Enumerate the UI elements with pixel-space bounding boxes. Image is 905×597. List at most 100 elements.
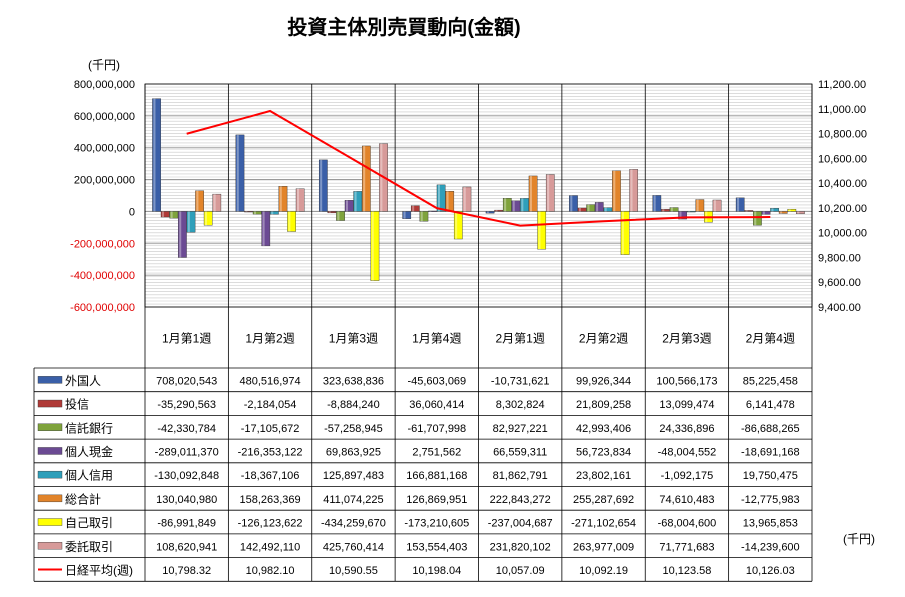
bar-委託取引-1月第4週: [462, 186, 472, 212]
bar-highlight: [254, 211, 257, 215]
data-label: 85,225,458: [743, 375, 798, 387]
data-label: 158,263,369: [239, 494, 300, 506]
data-label: -14,239,600: [741, 541, 800, 553]
data-label: -18,367,106: [241, 470, 300, 482]
bar-highlight: [529, 175, 532, 212]
bar-highlight: [429, 210, 432, 212]
bar-highlight: [320, 159, 323, 212]
data-label: -35,290,563: [157, 399, 216, 411]
bar-highlight: [670, 207, 673, 212]
right-tick-label: 11,000.00: [818, 104, 866, 116]
left-tick-label: -400,000,000: [70, 270, 135, 282]
data-label: -173,210,605: [404, 518, 469, 530]
bar-総合計-1月第1週: [195, 190, 204, 212]
bar-highlight: [653, 195, 656, 212]
bar-個人現金-1月第3週: [344, 200, 354, 212]
line-nikkei: [186, 109, 771, 227]
bar-個人現金-2月第2週: [594, 202, 604, 212]
data-label: 56,723,834: [576, 446, 631, 458]
data-label: 23,802,161: [576, 470, 631, 482]
bar-highlight: [713, 199, 716, 212]
bar-個人信用-1月第1週: [186, 211, 196, 233]
category-label: 2月第2週: [579, 332, 628, 346]
bar-highlight: [762, 211, 765, 215]
legend-key-信託銀行: [37, 423, 63, 431]
legend-label: 投信: [65, 397, 89, 412]
bar-highlight: [363, 145, 366, 212]
legend-key-総合計: [37, 494, 63, 503]
bar-投信-1月第2週: [244, 211, 253, 213]
bar-投信-1月第1週: [160, 211, 170, 218]
bar-委託取引-2月第2週: [629, 169, 639, 212]
bar-highlight: [495, 210, 498, 212]
data-label: 425,760,414: [323, 541, 384, 553]
bar-highlight: [354, 191, 357, 212]
bar-highlight: [403, 211, 406, 219]
data-label: -12,775,983: [741, 494, 800, 506]
bar-highlight: [737, 197, 740, 212]
data-label: -86,991,849: [157, 518, 216, 530]
bar-highlight: [596, 202, 599, 212]
bar-highlight: [337, 211, 340, 221]
legend-label: 日経平均(週): [65, 563, 133, 577]
bar-個人信用-2月第4週: [770, 208, 779, 212]
bar-投信-1月第3週: [327, 211, 337, 214]
bar-highlight: [380, 143, 383, 212]
data-label: 66,559,311: [493, 446, 547, 458]
bar-highlight: [696, 199, 699, 212]
bar-highlight: [262, 211, 265, 246]
right-tick-label: 11,200.00: [818, 79, 866, 91]
bar-信託銀行-2月第4週: [753, 211, 762, 226]
legend-label: 自己取引: [65, 516, 113, 530]
legend-key-個人信用: [37, 470, 63, 479]
bar-自己取引-1月第3週: [370, 211, 380, 281]
data-label: 142,492,110: [240, 541, 300, 553]
bar-highlight: [213, 194, 216, 212]
bar-highlight: [463, 186, 466, 212]
data-label: 222,843,272: [490, 494, 551, 506]
data-label: 10,798.32: [162, 565, 211, 577]
bar-信託銀行-2月第3週: [669, 207, 679, 212]
bar-総合計-2月第2週: [612, 170, 621, 212]
category-label: 2月第3週: [662, 332, 711, 346]
bar-highlight: [236, 134, 239, 212]
legend-label: 委託取引: [65, 539, 113, 554]
data-label: -48,004,552: [658, 446, 717, 458]
bar-highlight: [538, 211, 541, 250]
data-label: 36,060,414: [409, 399, 464, 411]
bar-投信-2月第3週: [661, 209, 670, 212]
right-tick-label: 10,200.00: [818, 203, 867, 215]
right-tick-label: 10,800.00: [818, 129, 867, 141]
left-tick-label: -600,000,000: [70, 302, 135, 314]
bar-highlight: [245, 211, 248, 213]
legend-label: 信託銀行: [65, 420, 113, 435]
bar-highlight: [621, 211, 624, 255]
bar-総合計-1月第3週: [361, 145, 371, 212]
legend-label: 外国人: [65, 374, 101, 388]
data-label: -45,603,069: [407, 375, 466, 387]
bar-highlight: [455, 211, 458, 240]
bar-委託取引-2月第1週: [545, 174, 555, 212]
left-tick-label: 800,000,000: [74, 79, 135, 91]
legend-key-委託取引: [37, 542, 63, 550]
bar-highlight: [170, 211, 173, 219]
bar-自己取引-2月第2週: [620, 211, 630, 255]
data-label: -8,884,240: [327, 399, 380, 411]
data-label: 231,820,102: [490, 541, 551, 553]
right-tick-label: 9,600.00: [818, 277, 861, 289]
data-label: 708,020,543: [156, 375, 217, 387]
bar-highlight: [412, 205, 415, 212]
plot-border: [144, 83, 813, 308]
bar-highlight: [271, 211, 274, 215]
data-label: 130,040,980: [156, 494, 217, 506]
bar-highlight: [630, 169, 633, 212]
data-label: 71,771,683: [659, 541, 714, 553]
bar-信託銀行-1月第4週: [419, 211, 429, 222]
right-axis-unit: (千円): [843, 532, 875, 546]
data-label: -18,691,168: [741, 446, 800, 458]
left-tick-label: 400,000,000: [74, 143, 135, 155]
data-label: -57,258,945: [324, 423, 383, 435]
category-label: 1月第4週: [412, 332, 461, 346]
legend-label: 個人信用: [65, 469, 113, 483]
data-label: 125,897,483: [323, 470, 384, 482]
